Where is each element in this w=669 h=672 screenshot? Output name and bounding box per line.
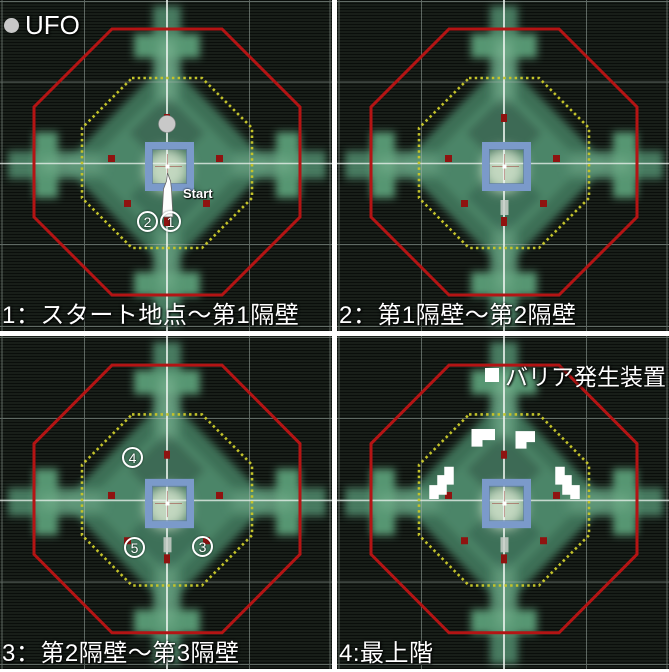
- barrier-device-mark-3: [429, 466, 454, 499]
- radar-map-svg: [0, 0, 332, 331]
- panel-3-caption: 3：第2隔壁～第3隔壁: [2, 640, 240, 667]
- panel-divider-horizontal: [0, 331, 669, 336]
- ufo-legend: UFO: [4, 10, 80, 41]
- radar-map-3: [0, 336, 332, 669]
- radar-map-svg: [337, 0, 669, 331]
- map-panel-2: 2：第1隔壁～第2隔壁: [337, 0, 669, 331]
- barrier-device-mark-2: [515, 431, 535, 449]
- barrier-legend-label: バリア発生装置: [505, 364, 666, 390]
- ufo-dot-icon: [158, 115, 176, 133]
- ufo-legend-dot-icon: [4, 18, 19, 33]
- bottom-border: [0, 669, 669, 672]
- start-label: Start: [183, 186, 213, 201]
- radar-map-2: [337, 0, 669, 331]
- panel-2-caption: 2：第1隔壁～第2隔壁: [339, 302, 577, 329]
- radar-map-svg: [0, 336, 332, 669]
- route-marker-5: 5: [124, 537, 145, 558]
- barrier-device-marks: [429, 429, 580, 499]
- map-panel-1: UFO 1：スタート地点～第1隔壁 2 1 Start: [0, 0, 332, 331]
- panel-1-caption: 1：スタート地点～第1隔壁: [2, 302, 300, 329]
- barrier-device-mark-1: [471, 429, 495, 447]
- route-marker-1: 1: [160, 211, 181, 232]
- barrier-legend: バリア発生装置: [485, 358, 666, 392]
- route-marker-3: 3: [192, 536, 213, 557]
- ufo-legend-label: UFO: [25, 10, 80, 40]
- radar-map-4: [337, 336, 669, 669]
- radar-map-svg: [337, 336, 669, 669]
- map-panel-3: 3：第2隔壁～第3隔壁 4 5 3: [0, 336, 332, 669]
- route-marker-2: 2: [137, 211, 158, 232]
- barrier-legend-square-icon: [485, 368, 499, 382]
- barrier-device-mark-4: [555, 466, 580, 499]
- route-marker-4: 4: [122, 447, 143, 468]
- radar-map-1: [0, 0, 332, 331]
- panel-4-caption: 4:最上階: [339, 640, 434, 667]
- map-panel-4: バリア発生装置 4:最上階: [337, 336, 669, 669]
